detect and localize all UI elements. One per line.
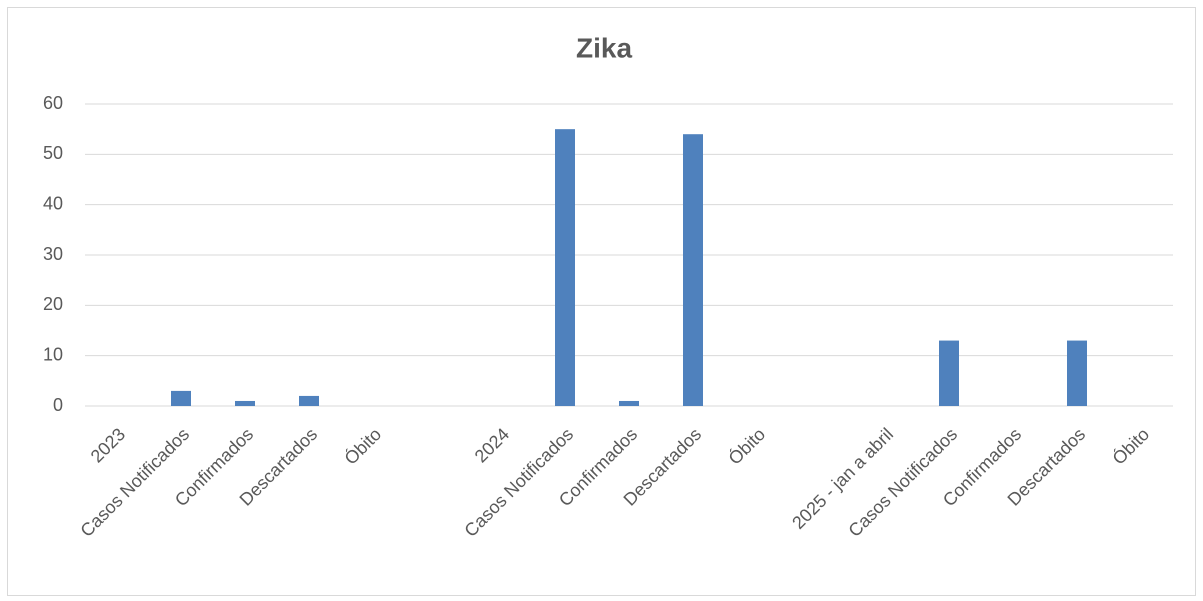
bar — [235, 400, 255, 406]
y-tick-label: 30 — [43, 244, 63, 264]
chart-title: Zika — [576, 32, 632, 63]
bar — [299, 395, 319, 406]
bar — [683, 134, 703, 406]
y-tick-label: 20 — [43, 294, 63, 314]
chart-border — [7, 7, 1196, 596]
y-tick-label: 50 — [43, 143, 63, 163]
bar — [1067, 340, 1087, 406]
bar — [555, 129, 575, 406]
y-tick-label: 0 — [53, 395, 63, 415]
y-tick-label: 10 — [43, 344, 63, 364]
y-tick-label: 40 — [43, 193, 63, 213]
bar — [939, 340, 959, 406]
bar — [619, 400, 639, 406]
y-tick-label: 60 — [43, 93, 63, 113]
bar — [171, 390, 191, 406]
